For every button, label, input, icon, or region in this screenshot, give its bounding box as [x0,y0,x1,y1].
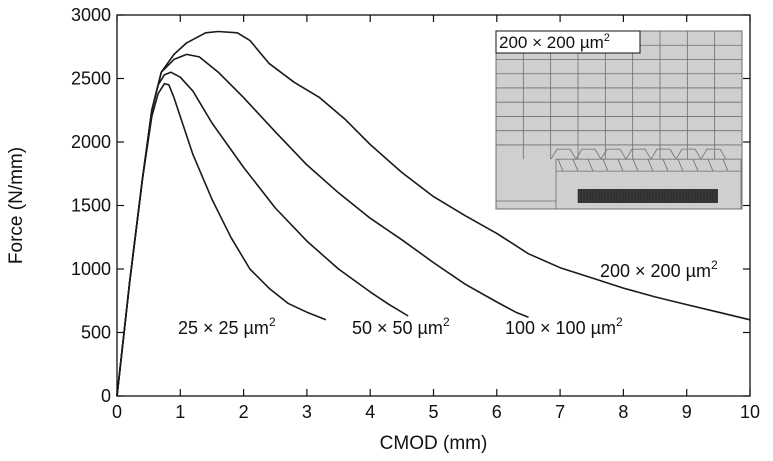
series-label-4: 200 × 200 µm2 [600,258,718,281]
series-line-3 [116,53,529,397]
x-tick-label: 9 [682,402,692,422]
series-line-2 [116,71,409,397]
series-labels: 25 × 25 µm2 50 × 50 µm2 100 × 100 µm2 200 ×… [178,258,718,338]
y-tick-label: 1000 [71,259,111,279]
x-tick-label: 1 [175,402,185,422]
x-tick-label: 2 [239,402,249,422]
y-tick-label: 0 [101,386,111,406]
axis-ticks: 0 1 2 3 4 5 6 7 8 9 10 0 500 1000 1500 2000 2500 3000 [71,5,760,422]
series-line-4 [116,30,751,397]
x-tick-label: 8 [618,402,628,422]
inset-label: 200 × 200 µm2 [499,32,610,52]
x-tick-label: 7 [555,402,565,422]
series-label-1: 25 × 25 µm2 [178,315,276,338]
y-tick-label: 500 [81,323,111,343]
x-tick-label: 6 [492,402,502,422]
inset-background [495,30,743,210]
plot-frame [116,14,751,397]
x-tick-label: 3 [302,402,312,422]
series-label-2: 50 × 50 µm2 [352,315,450,338]
series-lines [116,30,751,397]
x-tick-label: 4 [365,402,375,422]
series-label-3: 100 × 100 µm2 [505,315,623,338]
inset-label-box [495,30,641,54]
x-axis-label: CMOD (mm) [380,433,488,454]
x-tick-label: 0 [112,402,122,422]
y-tick-label: 2000 [71,132,111,152]
y-tick-label: 2500 [71,69,111,89]
y-tick-label: 1500 [71,196,111,216]
y-tick-label: 3000 [71,5,111,25]
x-tick-label: 10 [740,402,760,422]
mesh-inset: 200 × 200 µm2 [495,30,743,210]
x-tick-label: 5 [428,402,438,422]
y-axis-label: Force (N/mm) [6,147,27,264]
